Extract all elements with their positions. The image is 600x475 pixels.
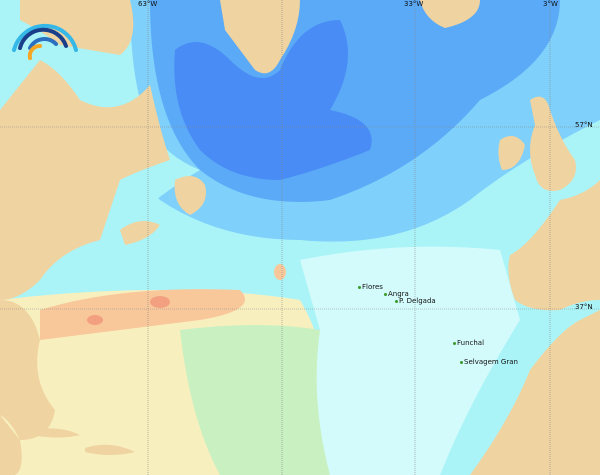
pale-water-region [300,246,520,475]
labrador-quebec [0,60,170,300]
latitude-label: 57°N [575,121,593,129]
location-marker-icon [460,360,463,364]
nova-scotia [120,221,160,245]
longitude-label: 3°W [543,0,558,8]
place-label: Funchal [457,339,485,347]
newfoundland [174,176,206,215]
rainbow-arc-logo [12,23,78,60]
orange-water-region [40,289,245,340]
great-britain [530,96,576,191]
place-selvagem-grande[interactable]: Selvagem Gran [460,358,518,366]
orange-patch [274,264,286,280]
deep-blue-region [174,20,372,180]
longitude-label: 63°W [138,0,158,8]
location-marker-icon [384,292,387,296]
place-label: Flores [362,283,383,291]
green-water-region [180,325,334,475]
red-patch [150,296,170,308]
baffin-island [20,0,134,55]
location-marker-icon [453,341,456,345]
caribbean-islands [30,428,135,455]
place-label: P. Delgada [399,297,436,305]
place-label: Selvagem Gran [464,358,518,366]
logo-arc [27,44,42,60]
europe-mainland [508,180,600,311]
ireland [498,136,525,170]
location-marker-icon [395,299,398,303]
africa [470,310,600,475]
red-patch [87,315,103,325]
greenland [220,0,300,74]
latitude-label: 37°N [575,303,593,311]
place-angra[interactable]: Angra [384,290,409,298]
logo-arc [28,37,58,50]
longitude-label: 33°W [404,0,424,8]
place-funchal[interactable]: Funchal [453,339,484,347]
logo-arc [18,27,68,50]
location-marker-icon [358,285,361,289]
florida [0,415,22,475]
us-east-coast [0,300,55,440]
place-flores[interactable]: Flores [358,283,383,291]
iceland [420,0,480,28]
logo-arc [12,23,78,52]
place-p-delgada[interactable]: P. Delgada [395,297,436,305]
place-label: Angra [388,290,409,298]
